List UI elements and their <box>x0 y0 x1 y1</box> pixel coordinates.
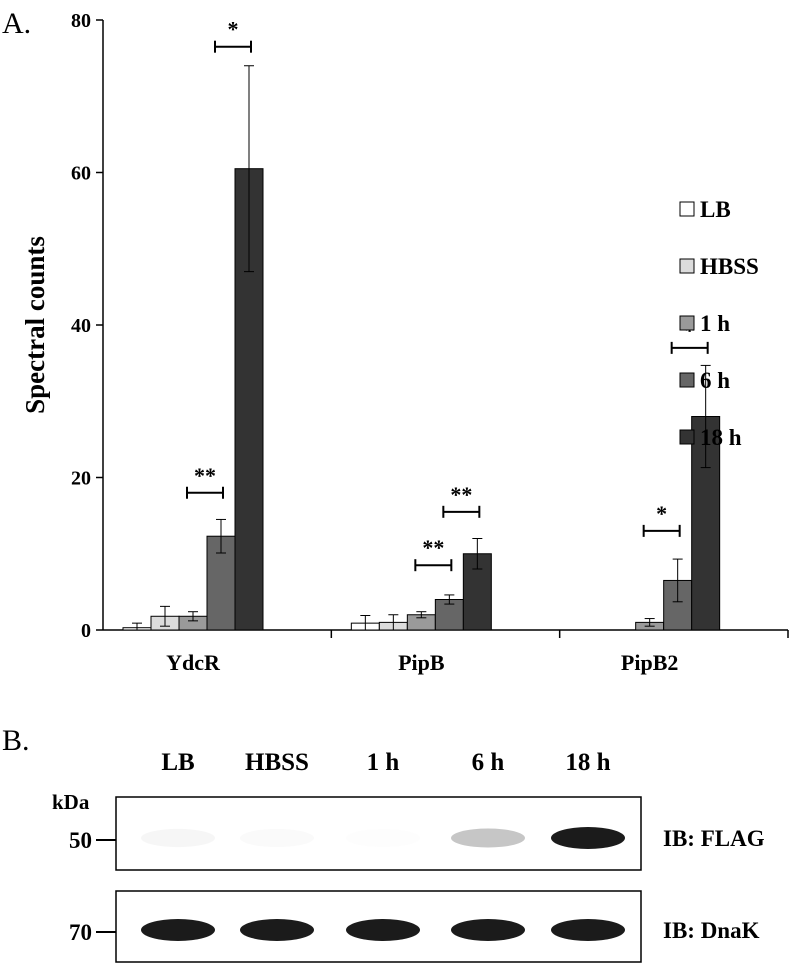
western-blot: LB HBSS 1 h 6 h 18 h kDa 50 IB: FLAG 70 IB: DnaK <box>52 749 765 963</box>
significance-label: * <box>228 17 239 42</box>
significance-label: ** <box>422 535 444 560</box>
blot-band <box>240 828 314 848</box>
ib-label: IB: DnaK <box>663 918 760 943</box>
lane-label: 1 h <box>367 749 400 776</box>
legend-label: LB <box>700 197 731 222</box>
chart-legend: LB HBSS 1 h 6 h 18 h <box>679 197 759 450</box>
blot-band <box>346 919 420 941</box>
blot-band <box>141 828 215 848</box>
kda-marker-label: 50 <box>69 828 92 853</box>
significance-label: ** <box>450 482 472 507</box>
significance-label: * <box>656 501 667 526</box>
kda-label: kDa <box>52 790 90 814</box>
legend-swatch <box>679 201 695 217</box>
blot-band <box>451 919 525 941</box>
legend-swatch <box>679 315 695 331</box>
kda-marker-label: 70 <box>69 920 92 945</box>
blot-band <box>551 919 625 941</box>
panel-a-label: A. <box>2 7 31 40</box>
blot-band <box>451 828 525 848</box>
legend-label: 6 h <box>700 368 730 393</box>
blot-band <box>551 827 625 849</box>
lane-label: HBSS <box>245 749 309 776</box>
legend-swatch <box>679 372 695 388</box>
y-tick-label: 80 <box>71 10 91 32</box>
lane-label: 18 h <box>565 749 610 776</box>
y-tick-label: 0 <box>81 620 91 642</box>
x-tick-label: PipB2 <box>621 650 678 675</box>
legend-label: 18 h <box>700 425 742 450</box>
legend-label: HBSS <box>700 254 759 279</box>
blot-band <box>141 919 215 941</box>
legend-swatch <box>679 258 695 274</box>
lane-label: LB <box>161 749 194 776</box>
lane-label: 6 h <box>472 749 505 776</box>
ib-label: IB: FLAG <box>663 826 765 851</box>
blot-band <box>346 828 420 848</box>
panel-b-label: B. <box>2 724 30 757</box>
significance-label: ** <box>194 463 216 488</box>
x-tick-label: YdcR <box>166 650 221 675</box>
legend-swatch <box>679 429 695 445</box>
y-tick-label: 20 <box>71 468 91 490</box>
y-tick-label: 40 <box>71 315 91 337</box>
legend-label: 1 h <box>700 311 730 336</box>
y-axis-label: Spectral counts <box>20 236 50 414</box>
x-tick-label: PipB <box>398 650 445 675</box>
blot-band <box>240 919 314 941</box>
y-tick-label: 60 <box>71 163 91 185</box>
